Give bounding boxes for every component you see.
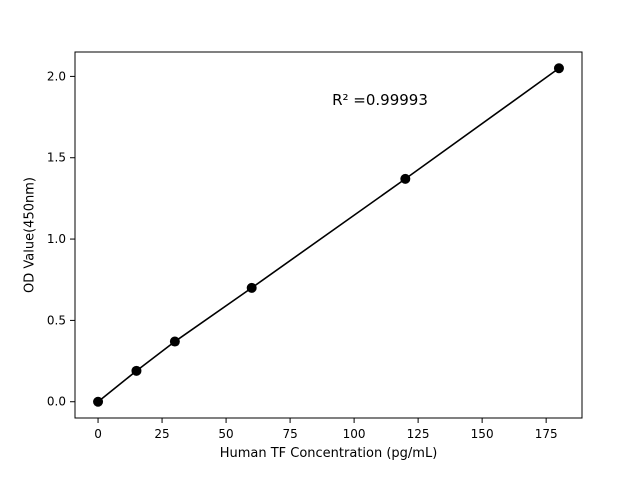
fit-line — [97, 67, 560, 403]
y-tick-label: 1.5 — [47, 151, 66, 165]
x-tick-label: 175 — [535, 427, 558, 441]
data-point — [93, 396, 104, 407]
x-tick-label: 100 — [343, 427, 366, 441]
y-tick-label: 0.5 — [47, 313, 66, 327]
data-point — [169, 336, 180, 347]
axes-frame — [74, 51, 583, 419]
x-tick-label: 150 — [471, 427, 494, 441]
x-tick-label: 75 — [282, 427, 297, 441]
y-axis-label: OD Value(450nm) — [22, 177, 38, 293]
data-point — [553, 63, 564, 74]
x-tick-label: 50 — [218, 427, 233, 441]
y-tick-label: 0.0 — [47, 395, 66, 409]
x-axis-label: Human TF Concentration (pg/mL) — [219, 446, 438, 461]
data-point — [400, 173, 411, 184]
y-tick-label: 1.0 — [47, 232, 66, 246]
x-tick-label: 125 — [407, 427, 430, 441]
y-tick-label: 2.0 — [47, 69, 66, 83]
r-squared-annotation: R² =0.99993 — [332, 91, 428, 109]
data-point — [246, 282, 257, 293]
x-tick-label: 0 — [94, 427, 102, 441]
data-point — [131, 365, 142, 376]
x-tick-label: 25 — [154, 427, 169, 441]
